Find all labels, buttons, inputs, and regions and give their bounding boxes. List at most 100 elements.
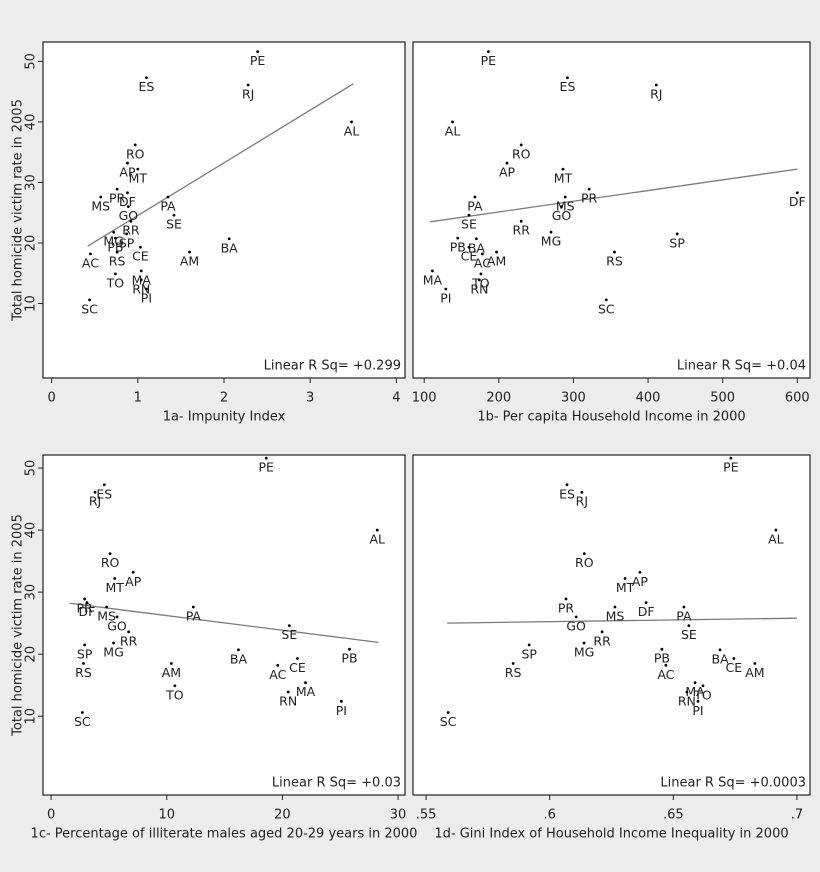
point: [139, 278, 143, 282]
point-label: RR: [513, 223, 531, 238]
point-label: ES: [139, 79, 155, 94]
point: [264, 456, 268, 460]
x-axis-label: 1c- Percentage of illiterate males aged …: [31, 827, 418, 842]
point: [375, 528, 379, 532]
point: [604, 298, 608, 302]
point-label: SP: [669, 235, 685, 250]
point-label: MS: [91, 198, 110, 213]
point: [145, 76, 148, 80]
point-label: PA: [467, 198, 483, 213]
point-label: TO: [106, 275, 125, 290]
point: [519, 143, 523, 147]
point-label: PI: [336, 703, 347, 718]
fit-line: [447, 617, 797, 624]
x-tick-label: .6: [543, 808, 555, 823]
point: [304, 681, 307, 685]
point-label: RJ: [576, 494, 588, 509]
point-label: PE: [723, 460, 739, 475]
point-label: AC: [82, 255, 99, 270]
x-tick-label: 3: [306, 391, 314, 406]
point: [82, 662, 85, 665]
annotation: Linear R Sq= +0.04: [677, 359, 806, 374]
point: [467, 245, 471, 249]
point-label: SP: [77, 646, 93, 661]
point: [112, 641, 115, 645]
point-label: RN: [279, 694, 297, 709]
point: [80, 711, 84, 714]
point: [296, 657, 299, 660]
point-label: MT: [105, 580, 124, 595]
point: [131, 570, 135, 574]
fit-line: [430, 168, 798, 223]
point: [675, 232, 679, 236]
point: [479, 272, 483, 276]
point-label: MS: [606, 609, 625, 624]
x-tick-label: 2: [220, 391, 228, 406]
point-label: AM: [180, 254, 199, 269]
point-label: PB: [341, 651, 357, 666]
x-tick-label: 20: [274, 808, 291, 823]
point-label: MS: [556, 198, 575, 213]
point-label: RO: [512, 146, 531, 161]
point: [481, 252, 484, 256]
point: [108, 552, 112, 556]
point-label: RS: [75, 665, 92, 680]
point: [348, 647, 351, 651]
point: [126, 161, 129, 165]
x-tick-label: 600: [785, 391, 810, 406]
point: [446, 711, 450, 714]
point: [126, 205, 130, 209]
point-label: PA: [160, 198, 176, 213]
point: [511, 662, 515, 665]
point: [478, 278, 481, 282]
annotation: Linear R Sq= +0.0003: [660, 776, 806, 791]
point: [139, 269, 143, 273]
point-label: RS: [505, 665, 522, 680]
point-label: SE: [461, 217, 477, 232]
point-label: ES: [560, 79, 576, 94]
point: [563, 195, 567, 199]
point-label: CE: [726, 660, 743, 675]
point-label: MT: [616, 580, 635, 595]
point-label: RO: [101, 555, 120, 570]
y-tick-label: 30: [24, 584, 39, 601]
point-label: PA: [676, 609, 692, 624]
x-tick-label: .7: [791, 808, 803, 823]
point: [126, 191, 129, 195]
point-label: CE: [132, 249, 149, 264]
point: [505, 161, 509, 165]
point-label: RJ: [89, 494, 101, 509]
point-label: RN: [470, 281, 488, 296]
x-tick-label: 0: [47, 808, 55, 823]
point-label: AC: [269, 667, 286, 682]
x-tick-label: .65: [663, 808, 684, 823]
point-label: GO: [552, 208, 572, 223]
point-label: RS: [606, 254, 623, 269]
x-tick-label: 0: [47, 391, 55, 406]
point-label: PB: [654, 651, 670, 666]
point: [237, 648, 240, 652]
point: [173, 684, 177, 688]
point: [566, 76, 569, 80]
point-label: AL: [344, 123, 360, 138]
point: [565, 483, 569, 487]
point-label: PA: [186, 609, 202, 624]
point-label: MG: [103, 644, 123, 659]
point-label: PE: [481, 53, 497, 68]
point-label: PB: [450, 240, 466, 255]
point-label: SE: [166, 217, 182, 232]
point-label: DF: [638, 604, 655, 619]
x-tick-label: 100: [412, 391, 437, 406]
point: [519, 219, 523, 223]
y-tick-label: 10: [24, 295, 39, 312]
point: [88, 298, 91, 302]
point-label: TO: [693, 687, 712, 702]
x-tick-label: 4: [392, 391, 400, 406]
y-tick-label: 50: [24, 53, 39, 70]
annotation: Linear R Sq= +0.03: [272, 776, 401, 791]
point-label: AC: [474, 255, 491, 270]
point: [613, 250, 616, 254]
point-label: AM: [745, 665, 764, 680]
